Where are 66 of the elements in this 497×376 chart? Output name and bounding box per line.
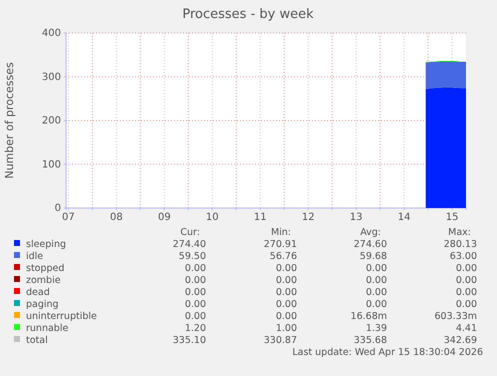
text: 280.13 xyxy=(444,239,477,250)
text: Min: xyxy=(270,227,291,238)
text: Cur: xyxy=(180,227,200,238)
legend-label: sleeping xyxy=(26,239,66,250)
text: 335.10 xyxy=(172,335,206,346)
text: 0.00 xyxy=(366,263,387,274)
x-tick-label: 08 xyxy=(110,212,123,224)
x-tick-label: 10 xyxy=(206,212,219,224)
text: 0.00 xyxy=(456,275,477,286)
y-axis-title: Number of processes xyxy=(3,62,16,179)
x-tick-label: 07 xyxy=(62,212,75,224)
text: 0.00 xyxy=(184,287,206,298)
text: 59.68 xyxy=(360,251,387,262)
x-tick-label: 13 xyxy=(350,212,363,224)
x-tick-label: 12 xyxy=(302,212,315,224)
text: 0.00 xyxy=(184,263,206,274)
y-tick-label: 0 xyxy=(54,203,61,214)
legend-label: total xyxy=(26,335,48,346)
legend-label: zombie xyxy=(26,275,61,286)
text: 1.39 xyxy=(366,323,387,334)
text: 0.00 xyxy=(276,287,297,298)
text: 1.00 xyxy=(276,323,297,334)
y-tick-label: 400 xyxy=(42,28,61,40)
text: 335.68 xyxy=(354,335,387,346)
text: 0.00 xyxy=(456,299,477,310)
text: 0.00 xyxy=(184,275,206,286)
text: 0.00 xyxy=(366,299,387,310)
y-tick-label: 300 xyxy=(42,72,61,83)
text: 16.68m xyxy=(350,311,387,322)
text: 0.00 xyxy=(184,299,206,310)
text: 0.00 xyxy=(456,263,477,274)
x-tick-label: 11 xyxy=(254,212,267,224)
text: 330.87 xyxy=(264,335,297,346)
x-tick-label: 09 xyxy=(158,212,171,224)
text: 0.00 xyxy=(276,299,297,310)
text: 270.91 xyxy=(264,239,297,250)
text: 56.76 xyxy=(270,251,297,262)
text: 342.69 xyxy=(444,335,477,346)
text: 4.41 xyxy=(456,323,477,334)
text: 0.00 xyxy=(456,287,477,298)
legend-label: runnable xyxy=(26,323,68,334)
y-tick-label: 100 xyxy=(42,159,61,170)
text: 0.00 xyxy=(184,311,206,322)
text: 0.00 xyxy=(276,311,297,322)
text: 0.00 xyxy=(276,263,297,274)
legend-label: stopped xyxy=(26,263,64,274)
legend-label: paging xyxy=(26,299,59,310)
text: 0.00 xyxy=(276,275,297,286)
text: 0.00 xyxy=(366,287,387,298)
text: 274.60 xyxy=(354,239,387,250)
text: 59.50 xyxy=(178,251,206,262)
text: 63.00 xyxy=(450,251,477,262)
text: 1.20 xyxy=(184,323,206,334)
legend-label: dead xyxy=(26,287,50,298)
text: Max: xyxy=(448,227,471,238)
x-tick-label: 14 xyxy=(398,212,410,224)
y-tick-label: 200 xyxy=(42,116,61,127)
text: 603.33m xyxy=(434,311,477,322)
x-tick-label: 15 xyxy=(446,212,458,224)
text: 0.00 xyxy=(366,275,387,286)
legend-label: idle xyxy=(26,251,44,262)
text: Last update: Wed Apr 15 18:30:04 2026 xyxy=(292,347,483,358)
legend-label: uninterruptible xyxy=(26,311,97,322)
text: Avg: xyxy=(360,227,381,238)
chart-title: Processes - by week xyxy=(182,7,314,22)
text: 274.40 xyxy=(172,239,206,250)
